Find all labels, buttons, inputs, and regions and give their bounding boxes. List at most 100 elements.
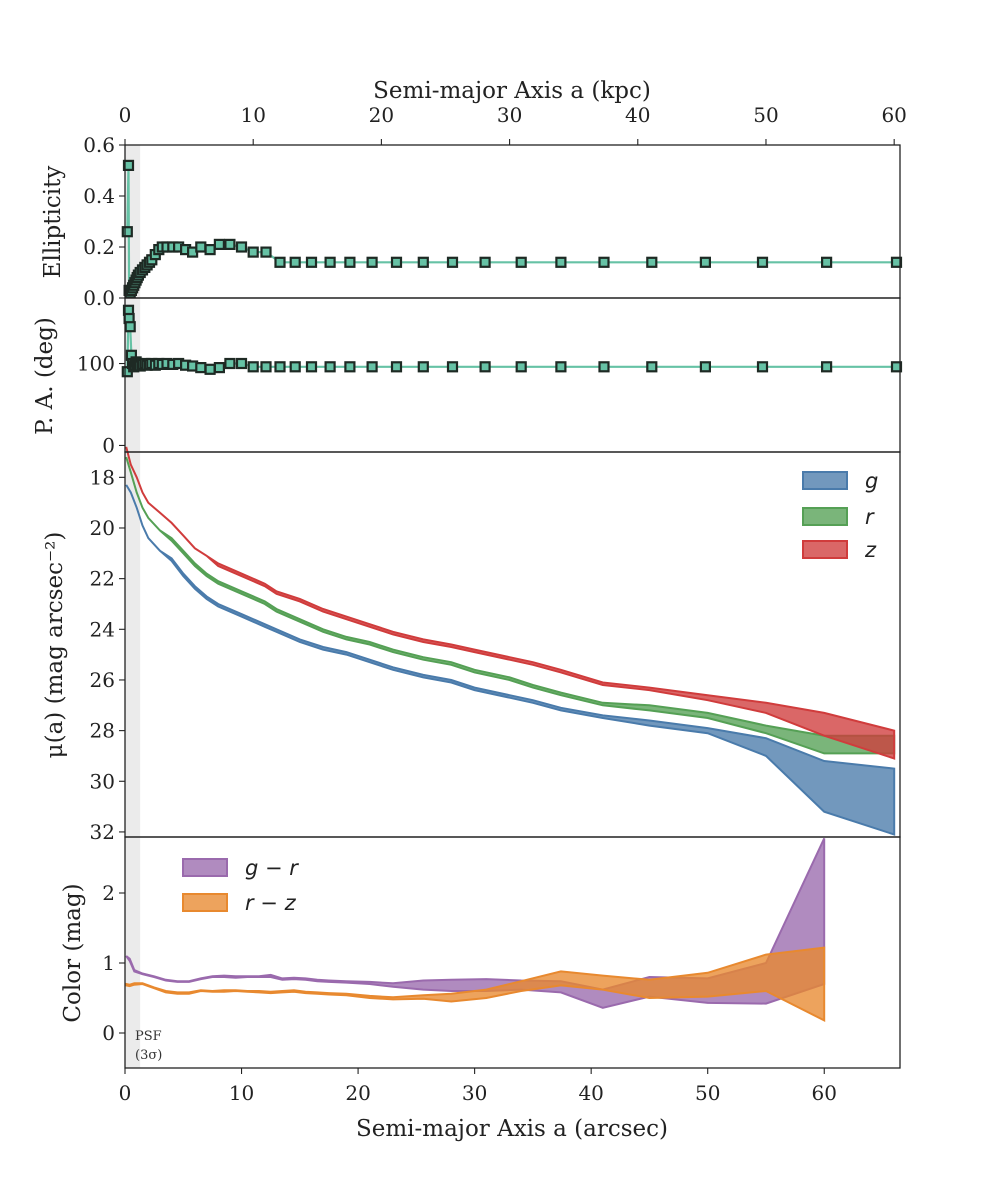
legend-label-r: r bbox=[865, 505, 875, 529]
position-angle-ytick-label-1: 100 bbox=[77, 352, 115, 376]
bottom-xtick-label-3: 30 bbox=[462, 1081, 487, 1105]
ellipticity-point-32 bbox=[274, 256, 286, 268]
surface-brightness-ytick-label-2: 22 bbox=[90, 567, 115, 591]
top-axis-label: Semi-major Axis a (kpc) bbox=[373, 78, 651, 104]
legend-label-g: g bbox=[865, 469, 878, 493]
band-r-minus-z bbox=[125, 946, 826, 1023]
position-angle-point-3 bbox=[124, 321, 136, 333]
ellipticity-point-30 bbox=[247, 246, 259, 258]
ellipticity-point-1 bbox=[122, 159, 135, 171]
legend-swatch-g bbox=[802, 471, 848, 490]
surface-brightness-ytick-label-5: 28 bbox=[90, 719, 115, 743]
surface-brightness-ytick-label-6: 30 bbox=[90, 769, 115, 793]
surface-brightness-data bbox=[125, 446, 896, 836]
position-angle-data bbox=[121, 304, 903, 378]
ellipticity-point-33 bbox=[289, 256, 301, 268]
position-angle-point-30 bbox=[247, 361, 259, 373]
surface-brightness-ytick-label-4: 26 bbox=[90, 668, 115, 692]
ellipticity-point-39 bbox=[417, 256, 429, 268]
position-angle-ytick-label-0: 0 bbox=[102, 433, 115, 457]
ellipticity-point-26 bbox=[204, 244, 216, 256]
position-angle-point-44 bbox=[598, 361, 610, 373]
ellipticity-point-44 bbox=[598, 256, 610, 268]
psf-label-line2: (3σ) bbox=[135, 1048, 162, 1063]
position-angle-point-49 bbox=[890, 361, 903, 373]
bottom-xtick-label-0: 0 bbox=[119, 1081, 132, 1105]
position-angle-point-37 bbox=[366, 361, 378, 373]
position-angle-point-47 bbox=[756, 361, 769, 373]
color-ytick-label-2: 2 bbox=[102, 881, 115, 905]
ellipticity-point-43 bbox=[555, 256, 567, 268]
position-angle-point-41 bbox=[479, 361, 491, 373]
legend-label-r-minus-z: r − z bbox=[245, 891, 297, 915]
ellipticity-point-27 bbox=[213, 238, 225, 250]
surface-brightness-ytick-label-3: 24 bbox=[90, 617, 115, 641]
ellipticity-data bbox=[121, 159, 903, 299]
position-angle-point-48 bbox=[820, 361, 833, 373]
position-angle-point-39 bbox=[417, 361, 429, 373]
ellipticity-ytick-label-2: 0.4 bbox=[83, 184, 115, 208]
top-xtick-label-0: 0 bbox=[119, 103, 132, 127]
ellipticity-point-0 bbox=[121, 226, 133, 238]
ellipticity-point-49 bbox=[890, 256, 903, 268]
bottom-xtick-label-4: 40 bbox=[578, 1081, 603, 1105]
surface-brightness-ytick-label-0: 18 bbox=[90, 465, 115, 489]
position-angle-point-27 bbox=[213, 362, 225, 374]
position-angle-point-34 bbox=[305, 361, 318, 373]
series-line-ellipticity bbox=[126, 165, 897, 296]
ellipticity-point-38 bbox=[390, 256, 403, 268]
surface-brightness-ytick-label-1: 20 bbox=[90, 516, 115, 540]
ellipticity-point-40 bbox=[446, 256, 459, 268]
top-xtick-label-1: 10 bbox=[240, 103, 265, 127]
ellipticity-point-28 bbox=[224, 238, 236, 250]
position-angle-point-45 bbox=[646, 361, 658, 373]
top-xtick-label-3: 30 bbox=[497, 103, 522, 127]
position-angle-point-32 bbox=[274, 361, 286, 373]
ellipticity-point-34 bbox=[305, 256, 318, 268]
position-angle-point-46 bbox=[699, 361, 712, 373]
bottom-xtick-label-2: 20 bbox=[345, 1081, 370, 1105]
position-angle-point-26 bbox=[204, 363, 216, 375]
legend-label-g-minus-r: g − r bbox=[245, 856, 299, 880]
ellipticity-point-36 bbox=[344, 256, 356, 268]
surface-brightness-ytick-label-7: 32 bbox=[90, 820, 115, 844]
position-angle-point-42 bbox=[515, 361, 527, 373]
color-legend: g − r r − z bbox=[182, 856, 299, 915]
ellipticity-point-48 bbox=[820, 256, 833, 268]
position-angle-point-33 bbox=[289, 361, 301, 373]
ellipticity-point-47 bbox=[756, 256, 769, 268]
ellipticity-point-46 bbox=[699, 256, 712, 268]
position-angle-point-31 bbox=[260, 361, 272, 373]
ellipticity-point-41 bbox=[479, 256, 491, 268]
sb-ylabel: μ(a) (mag arcsec⁻²) bbox=[42, 532, 68, 759]
top-xtick-label-6: 60 bbox=[881, 103, 906, 127]
legend-swatch-r-minus-z bbox=[182, 893, 228, 912]
pa-ylabel: P. A. (deg) bbox=[32, 317, 58, 435]
pa-panel-frame bbox=[124, 297, 901, 453]
color-ytick-label-1: 1 bbox=[102, 951, 115, 975]
bottom-xtick-label-1: 10 bbox=[229, 1081, 254, 1105]
ellipticity-point-25 bbox=[195, 241, 207, 253]
psf-band-2 bbox=[125, 452, 141, 837]
position-angle-point-35 bbox=[324, 361, 336, 373]
color-data bbox=[125, 837, 826, 1023]
position-angle-point-25 bbox=[195, 362, 207, 374]
ellipticity-ytick-label-3: 0.6 bbox=[83, 133, 115, 157]
color-ytick-label-0: 0 bbox=[102, 1021, 115, 1045]
position-angle-point-29 bbox=[235, 357, 248, 370]
position-angle-point-40 bbox=[446, 361, 459, 373]
sb-legend: g r z bbox=[802, 469, 878, 562]
ellipticity-panel-frame bbox=[124, 144, 901, 299]
ellipticity-ytick-label-1: 0.2 bbox=[83, 235, 115, 259]
ellipticity-point-35 bbox=[324, 256, 336, 268]
band-z bbox=[125, 446, 896, 760]
ellipticity-point-37 bbox=[366, 256, 378, 268]
top-xtick-label-4: 40 bbox=[625, 103, 650, 127]
psf-band-3 bbox=[125, 837, 141, 1068]
bottom-axis-label: Semi-major Axis a (arcsec) bbox=[356, 1116, 668, 1142]
ellipticity-point-45 bbox=[646, 256, 658, 268]
top-xtick-label-2: 20 bbox=[369, 103, 394, 127]
color-ylabel: Color (mag) bbox=[60, 883, 86, 1022]
